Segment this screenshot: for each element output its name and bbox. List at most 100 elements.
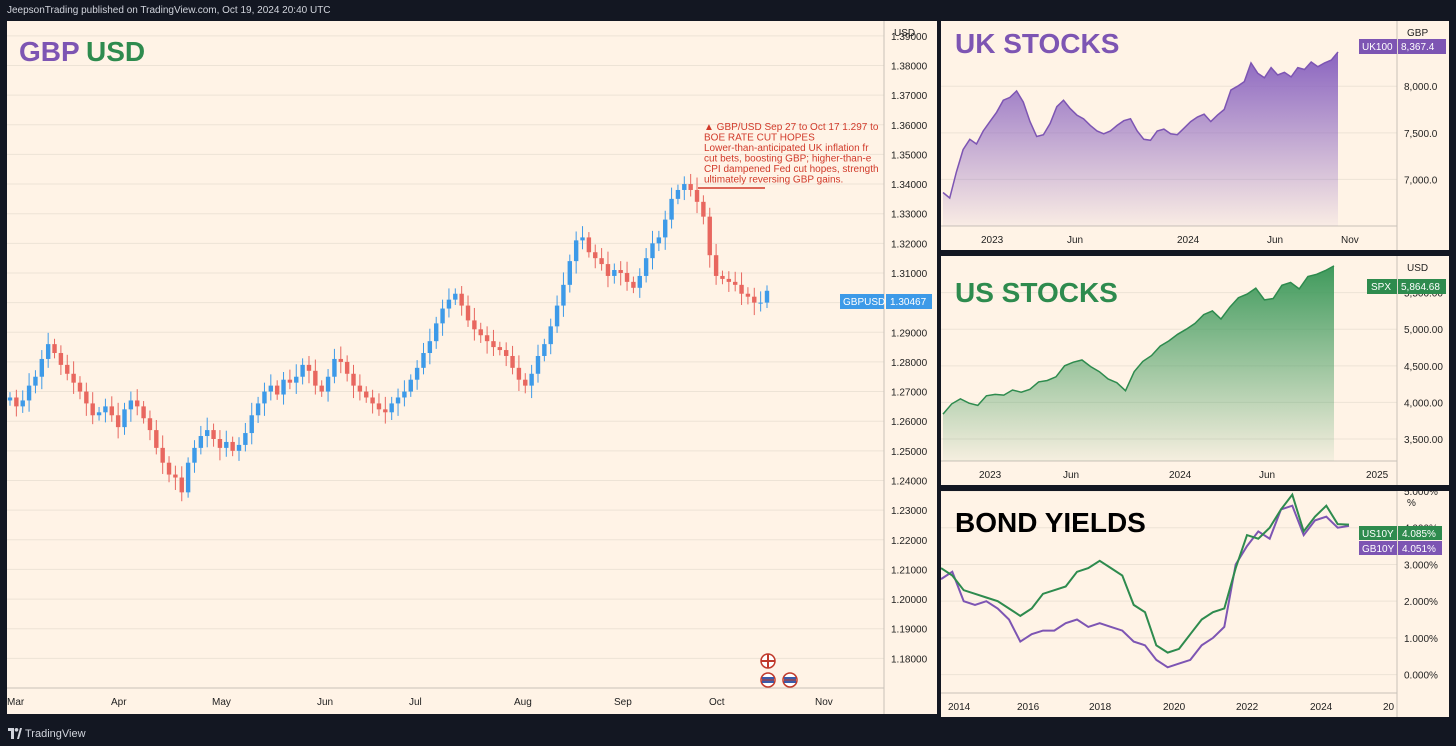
us-stocks-panel[interactable]: US STOCKS USD 5,500.00 5,000.00 4,500.00 4,… bbox=[941, 256, 1449, 485]
gbpusd-candlestick-chart[interactable]: GBP USD USD 1.39000 1.38000 1.37000 1.36000… bbox=[7, 21, 937, 714]
candle bbox=[269, 374, 273, 400]
main-y-tick-label: 1.23000 bbox=[891, 506, 928, 517]
candle bbox=[160, 435, 164, 474]
candle bbox=[758, 291, 762, 311]
candle bbox=[765, 285, 769, 308]
candle bbox=[415, 360, 419, 390]
main-y-tick-label: 1.28000 bbox=[891, 358, 928, 369]
candle bbox=[428, 329, 432, 365]
event-icon-uk[interactable] bbox=[761, 654, 775, 668]
main-y-tick-label: 1.24000 bbox=[891, 476, 928, 487]
annotation-line: cut bets, boosting GBP; higher-than-e bbox=[704, 154, 872, 165]
candle bbox=[555, 296, 559, 333]
bond-x-tick-label: 2022 bbox=[1236, 702, 1259, 713]
uk-y-tick-label: 8,000.0 bbox=[1404, 82, 1438, 93]
uk-stocks-panel[interactable]: UK STOCKS GBP 8,000.0 7,500.0 7,000.0 2023… bbox=[941, 21, 1449, 250]
gb10y-symbol-text: GB10Y bbox=[1362, 544, 1395, 555]
candle bbox=[313, 360, 317, 395]
candle bbox=[116, 403, 120, 439]
main-x-tick-label: Jun bbox=[317, 697, 333, 708]
candle bbox=[358, 374, 362, 400]
candle bbox=[370, 390, 374, 414]
main-x-tick-label: Apr bbox=[111, 697, 127, 708]
main-y-tick-label: 1.29000 bbox=[891, 328, 928, 339]
main-chart-panel[interactable]: GBP USD USD 1.39000 1.38000 1.37000 1.36000… bbox=[7, 21, 937, 714]
candle bbox=[542, 339, 546, 362]
candle bbox=[199, 426, 203, 454]
bond-yields-line-chart[interactable]: BOND YIELDS % 5.000%4.000%3.000%2.000%1.… bbox=[941, 491, 1449, 717]
candle bbox=[129, 392, 133, 422]
candle bbox=[122, 403, 126, 435]
symbol-tag-text: GBPUSD bbox=[843, 297, 885, 308]
uk-y-tick-label: 7,000.0 bbox=[1404, 175, 1438, 186]
candle bbox=[288, 370, 292, 390]
candle bbox=[103, 399, 107, 423]
main-y-tick-label: 1.22000 bbox=[891, 536, 928, 547]
main-x-tick-label: Oct bbox=[709, 697, 725, 708]
annotation-line: ▲ GBP/USD Sep 27 to Oct 17 1.297 to bbox=[704, 122, 879, 133]
main-x-tick-label: Aug bbox=[514, 697, 532, 708]
candle bbox=[167, 456, 171, 482]
candle bbox=[561, 272, 565, 316]
candle bbox=[110, 396, 114, 421]
event-icon-us-2[interactable] bbox=[783, 673, 797, 687]
us-title: US STOCKS bbox=[955, 277, 1118, 308]
main-x-tick-label: Sep bbox=[614, 697, 632, 708]
candle bbox=[650, 231, 654, 270]
candle bbox=[332, 349, 336, 383]
us-x-tick-label: 2024 bbox=[1169, 470, 1192, 481]
candle bbox=[97, 407, 101, 421]
candle bbox=[71, 361, 75, 394]
candle bbox=[568, 255, 572, 293]
candle bbox=[421, 343, 425, 374]
uk-y-tick-label: 7,500.0 bbox=[1404, 129, 1438, 140]
tradingview-logo-icon[interactable] bbox=[8, 728, 22, 739]
tradingview-brand[interactable]: TradingView bbox=[25, 722, 86, 746]
us-currency-label: USD bbox=[1407, 263, 1428, 274]
candle bbox=[8, 392, 12, 406]
uk-x-tick-label: Jun bbox=[1067, 235, 1083, 246]
bond-yields-panel[interactable]: BOND YIELDS % 5.000%4.000%3.000%2.000%1.… bbox=[941, 491, 1449, 717]
candle bbox=[498, 342, 502, 356]
candle bbox=[752, 288, 756, 315]
candle bbox=[389, 397, 393, 420]
candle bbox=[491, 330, 495, 356]
candle bbox=[52, 339, 56, 359]
bond-x-tick-label: 2018 bbox=[1089, 702, 1112, 713]
candle bbox=[612, 263, 616, 283]
bond-x-tick-label: 2020 bbox=[1163, 702, 1186, 713]
candle bbox=[377, 393, 381, 416]
footer-bar: TradingView bbox=[0, 722, 1456, 746]
candle bbox=[256, 397, 260, 423]
candle bbox=[154, 420, 158, 454]
us-stocks-area-chart[interactable]: US STOCKS USD 5,500.00 5,000.00 4,500.00 4,… bbox=[941, 256, 1449, 485]
main-x-tick-label: Jul bbox=[409, 697, 422, 708]
candle bbox=[447, 288, 451, 317]
event-icon-us-1[interactable] bbox=[761, 673, 775, 687]
candle bbox=[84, 383, 88, 416]
candle bbox=[733, 272, 737, 292]
annotation-block: ▲ GBP/USD Sep 27 to Oct 17 1.297 toBOE R… bbox=[704, 122, 879, 186]
candle bbox=[345, 355, 349, 381]
bond-y-tick-label: 0.000% bbox=[1404, 671, 1438, 682]
candle bbox=[281, 372, 285, 405]
uk-stocks-area-chart[interactable]: UK STOCKS GBP 8,000.0 7,500.0 7,000.0 2023… bbox=[941, 21, 1449, 250]
candle bbox=[504, 342, 508, 366]
annotation-line: BOE RATE CUT HOPES bbox=[704, 133, 815, 144]
main-y-tick-label: 1.39000 bbox=[891, 32, 928, 43]
candle bbox=[529, 365, 533, 398]
candle bbox=[339, 346, 343, 373]
candle bbox=[33, 370, 37, 393]
candle bbox=[574, 231, 578, 273]
candle bbox=[549, 319, 553, 355]
candle bbox=[173, 466, 177, 490]
candle bbox=[472, 308, 476, 341]
candle bbox=[657, 231, 661, 251]
main-y-tick-label: 1.31000 bbox=[891, 269, 928, 280]
bond-y-tick-label: 3.000% bbox=[1404, 560, 1438, 571]
candle bbox=[708, 208, 712, 268]
candle bbox=[587, 232, 591, 257]
candle bbox=[676, 185, 680, 205]
us10y-symbol-text: US10Y bbox=[1362, 529, 1394, 540]
candle bbox=[383, 397, 387, 424]
